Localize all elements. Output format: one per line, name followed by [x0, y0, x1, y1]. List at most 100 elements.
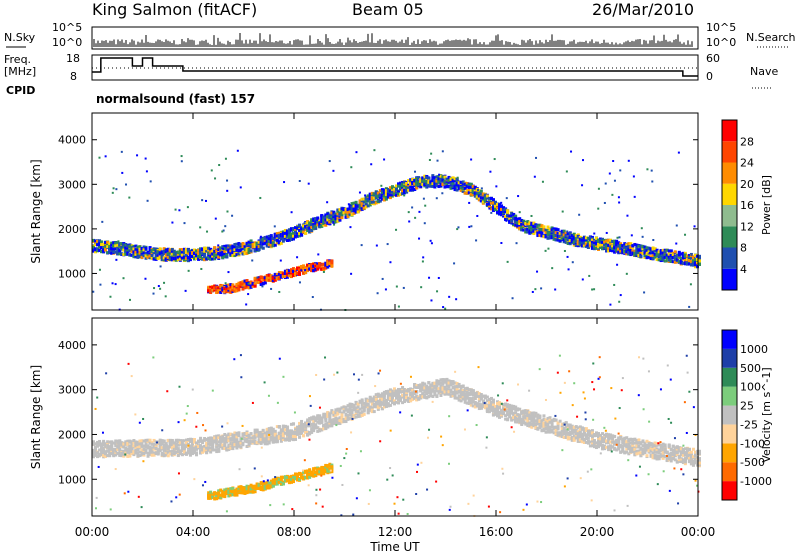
data-cell: [599, 243, 603, 247]
data-cell: [193, 451, 196, 455]
data-cell: [300, 229, 304, 233]
noise-cell: [578, 213, 581, 216]
data-cell: [140, 444, 144, 448]
data-cell: [233, 489, 237, 493]
data-cell: [126, 454, 130, 458]
data-cell: [409, 179, 413, 183]
data-cell: [574, 234, 578, 238]
data-cell: [168, 248, 172, 252]
data-cell: [197, 248, 201, 252]
data-cell: [138, 454, 142, 458]
data-cell: [273, 238, 277, 242]
data-cell: [235, 438, 239, 442]
data-cell: [564, 240, 568, 244]
noise-cell: [493, 158, 496, 161]
data-cell: [661, 251, 665, 255]
data-cell: [124, 440, 128, 444]
data-cell: [144, 445, 148, 449]
noise-cell: [159, 287, 162, 290]
data-cell: [368, 197, 372, 201]
data-cell: [287, 228, 291, 232]
data-cell: [334, 220, 338, 224]
data-cell: [100, 453, 104, 457]
data-cell: [267, 275, 271, 279]
data-cell: [257, 248, 261, 252]
data-cell: [130, 247, 134, 251]
data-cell: [148, 254, 152, 258]
data-cell: [245, 279, 249, 283]
data-cell: [597, 244, 600, 248]
data-cell: [326, 218, 330, 222]
data-cell: [621, 248, 625, 252]
data-cell: [138, 251, 142, 255]
data-cell: [184, 257, 188, 261]
data-cell: [332, 216, 336, 220]
data-cell: [504, 218, 508, 222]
data-cell: [498, 203, 502, 207]
data-cell: [225, 439, 229, 443]
data-cell: [635, 249, 639, 253]
data-cell: [457, 184, 461, 188]
data-cell: [294, 271, 297, 275]
colorbar-tick-label: 4: [740, 263, 747, 276]
data-cell: [96, 249, 100, 253]
data-cell: [100, 449, 104, 453]
noise-cell: [257, 249, 260, 252]
noise-cell: [441, 192, 444, 195]
data-cell: [160, 439, 164, 443]
data-cell: [328, 216, 332, 220]
noise-cell: [633, 195, 636, 198]
data-cell: [348, 210, 352, 214]
noise-cell: [221, 230, 224, 233]
data-cell: [532, 229, 536, 233]
data-cell: [193, 438, 196, 442]
data-cell: [530, 230, 534, 234]
data-cell: [154, 256, 158, 260]
noise-cell: [618, 201, 621, 204]
data-cell: [522, 228, 526, 232]
data-cell: [433, 182, 437, 186]
noise-cell: [652, 238, 655, 241]
data-cell: [243, 438, 247, 442]
data-cell: [536, 233, 540, 237]
data-cell: [221, 435, 225, 439]
data-cell: [144, 438, 148, 442]
data-cell: [211, 494, 215, 498]
data-cell: [271, 239, 275, 243]
data-cell: [180, 256, 184, 260]
data-cell: [178, 249, 182, 253]
data-cell: [190, 254, 194, 258]
data-cell: [158, 445, 162, 449]
data-cell: [199, 436, 203, 440]
data-cell: [130, 450, 134, 454]
data-cell: [657, 250, 661, 254]
data-cell: [316, 262, 320, 266]
data-cell: [114, 247, 118, 251]
data-cell: [449, 186, 453, 190]
data-cell: [168, 442, 172, 446]
data-cell: [566, 232, 570, 236]
data-cell: [530, 224, 534, 228]
data-cell: [645, 253, 649, 257]
data-cell: [588, 244, 592, 248]
data-cell: [633, 251, 637, 255]
data-cell: [576, 240, 580, 244]
data-cell: [96, 454, 100, 458]
data-cell: [536, 225, 540, 229]
data-cell: [558, 239, 562, 243]
data-cell: [322, 221, 326, 225]
data-cell: [221, 250, 225, 254]
data-cell: [227, 445, 231, 449]
data-cell: [176, 258, 180, 262]
data-cell: [98, 239, 102, 243]
data-cell: [427, 177, 431, 181]
data-cell: [148, 256, 152, 260]
noise-cell: [375, 244, 378, 247]
data-cell: [241, 443, 245, 447]
data-cell: [518, 222, 522, 226]
data-cell: [205, 443, 209, 447]
data-cell: [277, 272, 281, 276]
data-cell: [231, 246, 235, 250]
data-cell: [249, 245, 253, 249]
data-cell: [184, 439, 188, 443]
